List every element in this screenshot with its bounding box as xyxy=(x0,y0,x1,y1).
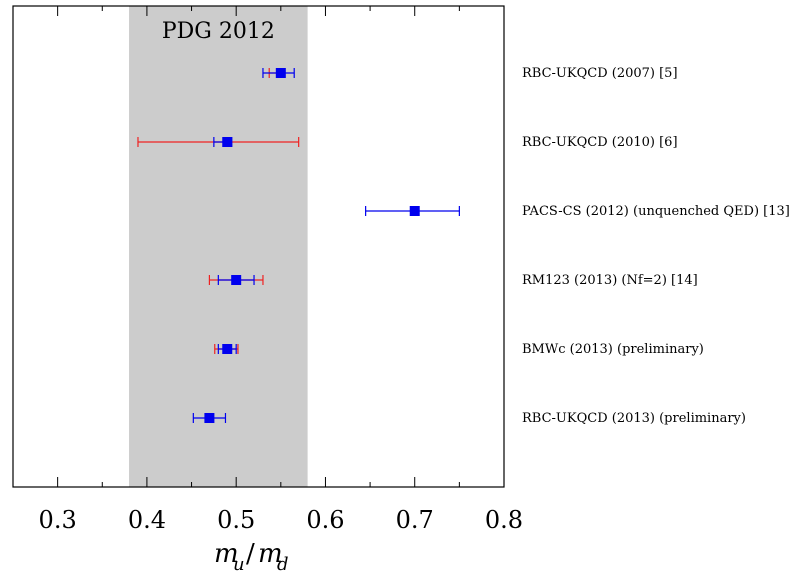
x-tick-label: 0.7 xyxy=(396,506,434,534)
svg-text:d: d xyxy=(277,554,289,575)
svg-text:m: m xyxy=(214,539,239,569)
x-tick-label: 0.4 xyxy=(128,506,166,534)
row-label: PACS-CS (2012) (unquenched QED) [13] xyxy=(522,204,790,219)
data-point-marker xyxy=(231,275,242,285)
data-point-marker xyxy=(222,344,233,354)
band-label: PDG 2012 xyxy=(162,19,275,44)
row-label: RM123 (2013) (Nf=2) [14] xyxy=(522,273,698,288)
x-tick-label: 0.3 xyxy=(39,506,77,534)
plot-frame xyxy=(12,5,505,488)
row-labels: RBC-UKQCD (2007) [5] RBC-UKQCD (2010) [6]… xyxy=(522,66,790,426)
row-label: RBC-UKQCD (2010) [6] xyxy=(522,135,678,150)
x-ticks: 0.3 0.4 0.5 0.6 0.7 0.8 xyxy=(12,6,523,534)
data-point-marker xyxy=(275,68,286,78)
row-label: RBC-UKQCD (2007) [5] xyxy=(522,66,678,81)
x-tick-label: 0.8 xyxy=(485,506,523,534)
x-axis-title: m u / m d xyxy=(214,539,289,575)
x-tick-label: 0.6 xyxy=(306,506,344,534)
svg-text:/: / xyxy=(246,539,255,569)
data-point-marker xyxy=(204,413,215,423)
row-label: BMWc (2013) (preliminary) xyxy=(522,342,704,357)
svg-text:m: m xyxy=(258,539,283,569)
band-rect xyxy=(129,6,308,487)
svg-text:u: u xyxy=(233,554,245,575)
x-tick-label: 0.5 xyxy=(217,506,255,534)
row-label: RBC-UKQCD (2013) (preliminary) xyxy=(522,411,746,426)
data-points xyxy=(137,68,460,423)
data-point-marker xyxy=(409,206,420,216)
data-point-marker xyxy=(222,137,233,147)
